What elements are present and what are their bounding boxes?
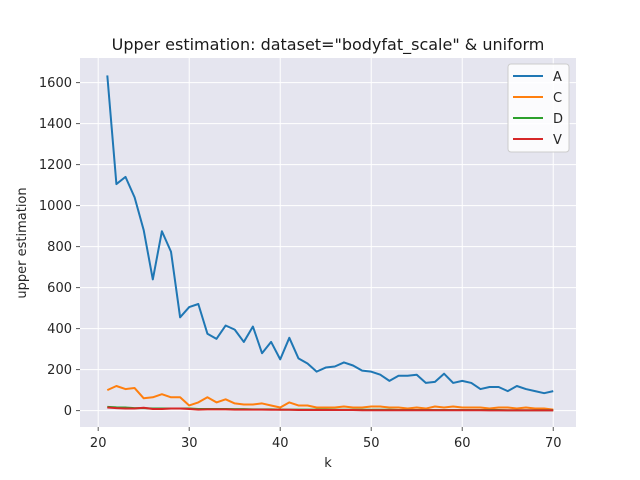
legend-label-a: A xyxy=(553,70,562,85)
y-tick-label: 800 xyxy=(47,240,72,255)
y-axis-label: upper estimation xyxy=(15,187,30,298)
x-tick-label: 60 xyxy=(454,436,471,451)
y-tick-label: 0 xyxy=(64,404,72,419)
y-axis-ticks: 0 200 400 600 800 1000 1200 1400 1600 xyxy=(39,76,80,419)
legend-label-v: V xyxy=(553,133,562,148)
x-tick-label: 50 xyxy=(363,436,380,451)
y-tick-label: 1200 xyxy=(39,158,72,173)
chart-title: Upper estimation: dataset="bodyfat_scale… xyxy=(112,35,545,55)
x-tick-label: 70 xyxy=(545,436,562,451)
legend-label-c: C xyxy=(553,91,562,106)
x-tick-label: 20 xyxy=(90,436,107,451)
y-tick-label: 400 xyxy=(47,322,72,337)
plot-area xyxy=(80,58,576,427)
series-line-c xyxy=(106,385,554,411)
y-tick-label: 200 xyxy=(47,363,72,378)
legend-label-d: D xyxy=(553,112,563,127)
y-tick-label: 600 xyxy=(47,281,72,296)
x-axis-ticks: 20 30 40 50 60 70 xyxy=(90,427,562,451)
y-tick-label: 1400 xyxy=(39,117,72,132)
series-line-a xyxy=(106,75,554,395)
x-axis-label: k xyxy=(324,456,332,471)
x-tick-label: 30 xyxy=(181,436,198,451)
x-tick-label: 40 xyxy=(272,436,289,451)
series-line-v xyxy=(107,406,554,412)
legend-box xyxy=(507,63,570,153)
y-tick-label: 1000 xyxy=(39,199,72,214)
y-tick-label: 1600 xyxy=(39,76,72,91)
series-lines xyxy=(106,75,554,412)
